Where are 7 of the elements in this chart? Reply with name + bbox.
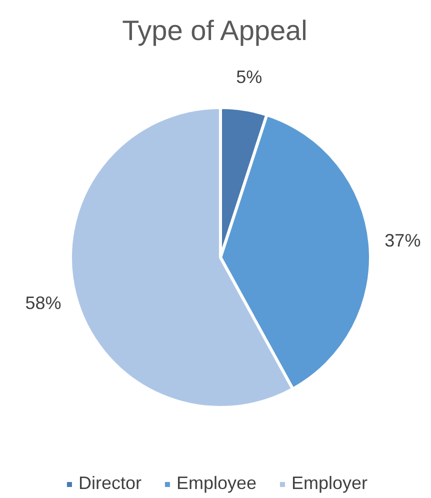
data-label: 58% [25, 293, 62, 314]
chart-title: Type of Appeal [122, 15, 308, 46]
data-label: 37% [384, 230, 421, 250]
legend-label: Director [78, 473, 142, 494]
data-label: 5% [236, 66, 262, 87]
legend-label: Employer [292, 473, 368, 494]
legend-label: Employee [176, 473, 257, 494]
